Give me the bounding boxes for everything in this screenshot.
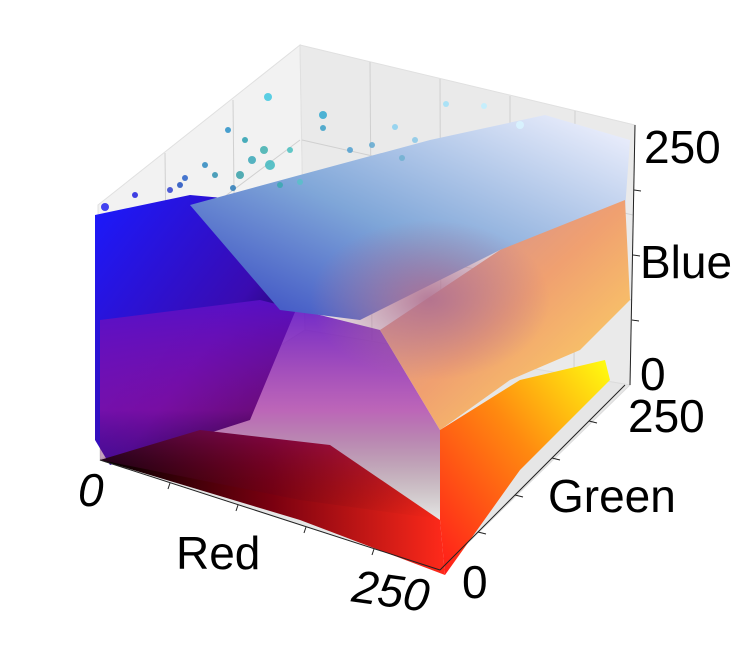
outlier-point: [132, 192, 138, 198]
blue-axis-line: [629, 124, 636, 386]
green-axis-line: [439, 384, 626, 571]
outlier-point: [297, 179, 303, 185]
outlier-point: [260, 146, 268, 154]
outlier-point: [412, 137, 418, 143]
outlier-point: [167, 187, 173, 193]
red-axis-line: [99, 459, 441, 571]
blue-axis-label: Blue: [640, 236, 732, 288]
cloud-floor-right: [440, 360, 610, 575]
red-tick-min: 0: [78, 464, 104, 516]
outlier-point: [225, 127, 231, 133]
blue-tick-max: 250: [644, 121, 721, 173]
outlier-point: [242, 137, 248, 143]
outlier-point: [516, 121, 524, 129]
outlier-point: [101, 203, 109, 211]
outlier-point: [399, 155, 405, 161]
green-tick-max: 250: [628, 390, 705, 442]
green-axis-label: Green: [548, 470, 676, 522]
outlier-point: [319, 111, 327, 119]
outlier-point: [202, 162, 208, 168]
cloud-top-face: [190, 115, 630, 320]
outlier-point: [443, 101, 449, 107]
outlier-point: [392, 124, 398, 130]
cloud-center-blend: [310, 220, 550, 380]
outlier-point: [236, 171, 244, 179]
outlier-point: [177, 182, 183, 188]
axis-lines: [99, 124, 642, 571]
red-tick-max: 250: [348, 559, 433, 621]
outlier-point: [248, 156, 256, 164]
outlier-point: [265, 160, 275, 170]
outlier-point: [481, 103, 487, 109]
red-axis-label: Red: [176, 527, 260, 579]
outlier-point: [182, 175, 188, 181]
outlier-point: [287, 147, 293, 153]
outlier-point: [264, 93, 272, 101]
outlier-point: [230, 185, 236, 191]
outlier-point: [347, 147, 353, 153]
green-tick-min: 0: [462, 556, 488, 608]
outlier-point: [277, 182, 283, 188]
blue-tick-min: 0: [640, 348, 666, 400]
outlier-point: [320, 125, 326, 131]
outlier-points: [101, 93, 524, 211]
outlier-point: [212, 172, 218, 178]
outlier-point: [369, 142, 375, 148]
scatter-point-cloud: [95, 115, 630, 575]
